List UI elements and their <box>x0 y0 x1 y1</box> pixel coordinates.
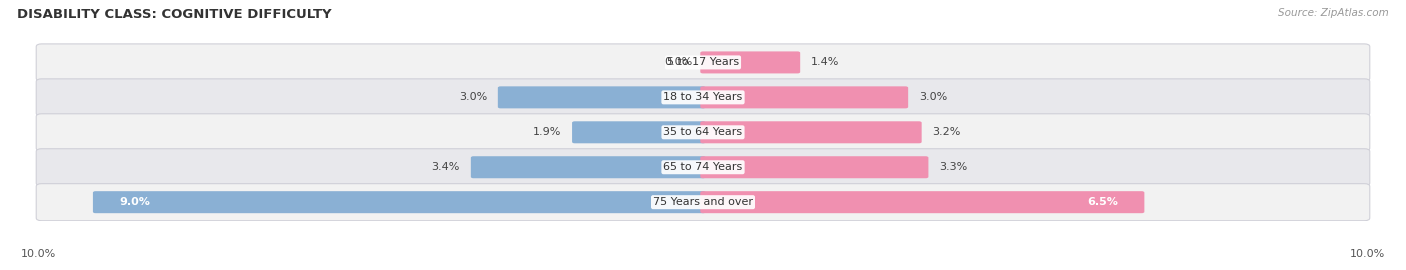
Text: 3.0%: 3.0% <box>920 92 948 102</box>
Text: 3.4%: 3.4% <box>432 162 460 172</box>
FancyBboxPatch shape <box>700 156 928 178</box>
Text: 10.0%: 10.0% <box>1350 249 1385 259</box>
FancyBboxPatch shape <box>572 121 706 143</box>
FancyBboxPatch shape <box>498 86 706 108</box>
Text: 3.0%: 3.0% <box>458 92 486 102</box>
FancyBboxPatch shape <box>700 191 1144 213</box>
Text: 75 Years and over: 75 Years and over <box>652 197 754 207</box>
Text: Source: ZipAtlas.com: Source: ZipAtlas.com <box>1278 8 1389 18</box>
FancyBboxPatch shape <box>37 44 1369 81</box>
Text: 9.0%: 9.0% <box>120 197 150 207</box>
Text: 5 to 17 Years: 5 to 17 Years <box>666 58 740 68</box>
FancyBboxPatch shape <box>37 149 1369 186</box>
FancyBboxPatch shape <box>700 121 922 143</box>
Text: 3.2%: 3.2% <box>932 127 960 137</box>
Text: 1.4%: 1.4% <box>811 58 839 68</box>
Text: 10.0%: 10.0% <box>21 249 56 259</box>
Text: DISABILITY CLASS: COGNITIVE DIFFICULTY: DISABILITY CLASS: COGNITIVE DIFFICULTY <box>17 8 332 21</box>
Text: 35 to 64 Years: 35 to 64 Years <box>664 127 742 137</box>
FancyBboxPatch shape <box>700 51 800 73</box>
Text: 0.0%: 0.0% <box>665 58 693 68</box>
Text: 65 to 74 Years: 65 to 74 Years <box>664 162 742 172</box>
Text: 6.5%: 6.5% <box>1087 197 1118 207</box>
Text: 18 to 34 Years: 18 to 34 Years <box>664 92 742 102</box>
Text: 1.9%: 1.9% <box>533 127 561 137</box>
FancyBboxPatch shape <box>37 79 1369 116</box>
FancyBboxPatch shape <box>37 114 1369 151</box>
FancyBboxPatch shape <box>700 86 908 108</box>
FancyBboxPatch shape <box>37 184 1369 221</box>
FancyBboxPatch shape <box>93 191 706 213</box>
FancyBboxPatch shape <box>471 156 706 178</box>
Text: 3.3%: 3.3% <box>939 162 967 172</box>
